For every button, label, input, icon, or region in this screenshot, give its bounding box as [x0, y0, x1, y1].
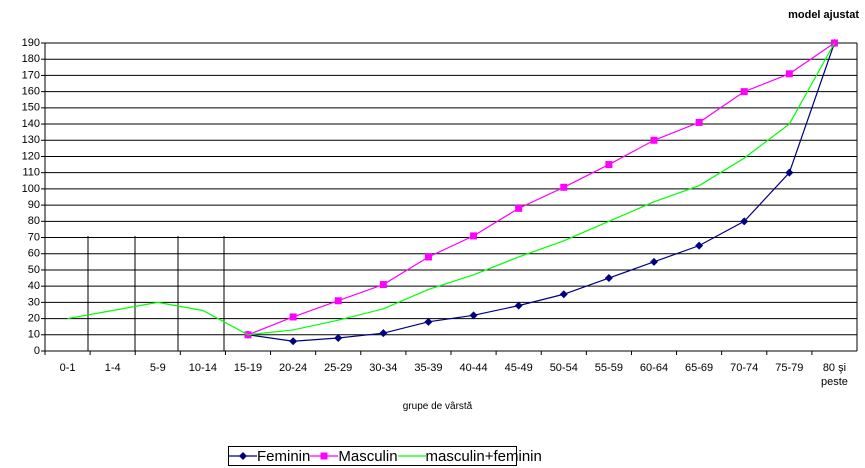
y-tick-label: 50 — [28, 264, 40, 276]
point — [695, 118, 703, 126]
legend-label: masculin+feminin — [425, 447, 542, 465]
x-tick-label: 40-44 — [459, 362, 488, 374]
y-tick-label: 70 — [28, 231, 40, 243]
x-tick-label: 45-49 — [504, 362, 533, 374]
series-line — [247, 42, 835, 336]
y-tick-label: 40 — [28, 280, 40, 292]
x-tick-label: 0-1 — [59, 362, 76, 374]
y-tick-label: 180 — [22, 53, 40, 65]
point — [740, 88, 748, 96]
y-tick-label: 30 — [28, 296, 40, 308]
point — [334, 297, 342, 305]
x-tick-label: 20-24 — [279, 362, 308, 374]
point — [604, 274, 613, 283]
point — [424, 253, 432, 261]
x-tick-label: 55-59 — [594, 362, 623, 374]
legend-swatch — [229, 452, 257, 460]
y-tick-label: 160 — [22, 86, 40, 98]
x-tick-label: 10-14 — [188, 362, 217, 374]
legend-label: Feminin — [257, 447, 311, 465]
point — [470, 232, 478, 240]
point — [334, 334, 343, 343]
y-tick-label: 60 — [28, 248, 40, 260]
point — [379, 281, 387, 289]
legend: Feminin Masculin masculin+feminin — [228, 446, 542, 466]
series-line — [247, 42, 836, 342]
x-tick-label: 15-19 — [233, 362, 263, 374]
category-separators — [87, 236, 225, 351]
y-tick-label: 90 — [28, 199, 40, 211]
point — [379, 329, 388, 338]
x-tick-label: 50-54 — [549, 362, 578, 374]
point — [740, 217, 749, 226]
point — [515, 204, 523, 212]
legend-item: Feminin — [229, 448, 310, 465]
point — [785, 70, 793, 78]
y-tick-label: 110 — [22, 167, 40, 179]
point — [289, 313, 297, 321]
x-tick-label: 75-79 — [775, 362, 804, 374]
point — [424, 317, 433, 326]
legend-item: Masculin — [310, 447, 398, 465]
point — [605, 161, 613, 169]
point — [695, 241, 704, 250]
chart-title: model ajustat — [788, 9, 859, 21]
x-tick-label: 35-39 — [414, 362, 443, 374]
point — [289, 337, 298, 346]
legend-item: masculin+feminin — [397, 447, 542, 465]
y-tick-label: 190 — [22, 37, 40, 49]
legend-marker — [320, 452, 328, 460]
y-tick-label: 170 — [22, 69, 40, 81]
point — [560, 183, 568, 191]
x-tick-label: 1-4 — [104, 362, 121, 374]
point — [559, 290, 568, 299]
y-tick-label: 140 — [22, 118, 40, 130]
y-tick-label: 120 — [22, 150, 40, 162]
y-tick-label: 150 — [22, 102, 40, 114]
x-tick-label: 30-34 — [369, 362, 398, 374]
legend-swatch — [397, 455, 426, 457]
x-tick-label: 5-9 — [149, 362, 166, 374]
x-tick-label: 70-74 — [730, 362, 759, 374]
y-tick-label: 130 — [22, 134, 40, 146]
point — [514, 301, 523, 310]
x-tick-label: 60-64 — [639, 362, 669, 374]
legend-label: Masculin — [338, 447, 398, 465]
y-tick-label: 20 — [28, 312, 40, 324]
x-tick-label: 65-69 — [685, 362, 714, 374]
x-tick-label: 25-29 — [324, 362, 353, 374]
point — [469, 311, 478, 320]
point — [650, 136, 658, 144]
y-tick-label: 10 — [28, 329, 40, 341]
y-tick-label: 80 — [28, 215, 40, 227]
legend-marker — [239, 452, 247, 460]
y-tick-label: 100 — [22, 183, 40, 195]
x-tick-label: 80 şi peste — [820, 362, 848, 388]
legend-swatch — [310, 452, 339, 460]
series-line — [67, 42, 835, 336]
point — [650, 257, 658, 266]
y-tick-label: 0 — [34, 345, 40, 357]
x-axis-label: grupe de vârstă — [402, 401, 473, 412]
point — [785, 168, 794, 177]
